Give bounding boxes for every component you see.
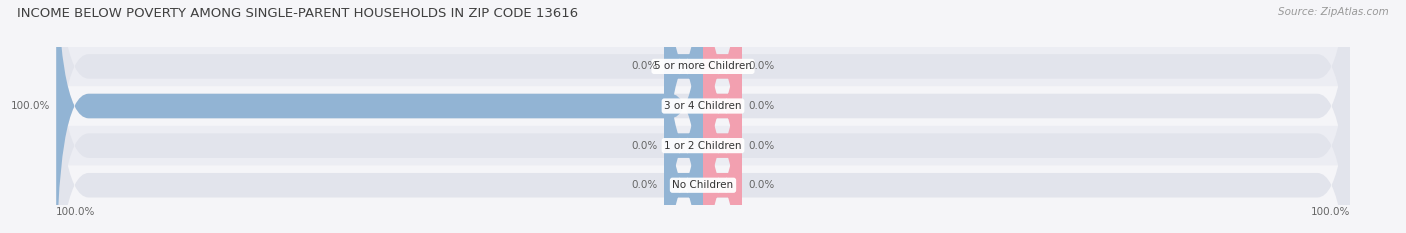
- FancyBboxPatch shape: [56, 0, 1350, 233]
- FancyBboxPatch shape: [664, 0, 703, 233]
- FancyBboxPatch shape: [56, 0, 1350, 233]
- Text: No Children: No Children: [672, 180, 734, 190]
- Text: 0.0%: 0.0%: [631, 62, 658, 71]
- Text: 100.0%: 100.0%: [56, 207, 96, 217]
- Text: Source: ZipAtlas.com: Source: ZipAtlas.com: [1278, 7, 1389, 17]
- FancyBboxPatch shape: [703, 0, 742, 233]
- Text: 3 or 4 Children: 3 or 4 Children: [664, 101, 742, 111]
- Text: 0.0%: 0.0%: [748, 141, 775, 151]
- FancyBboxPatch shape: [56, 126, 1350, 165]
- Text: 0.0%: 0.0%: [748, 101, 775, 111]
- Text: 0.0%: 0.0%: [631, 141, 658, 151]
- Text: 0.0%: 0.0%: [748, 62, 775, 71]
- Text: INCOME BELOW POVERTY AMONG SINGLE-PARENT HOUSEHOLDS IN ZIP CODE 13616: INCOME BELOW POVERTY AMONG SINGLE-PARENT…: [17, 7, 578, 20]
- FancyBboxPatch shape: [56, 0, 703, 233]
- FancyBboxPatch shape: [664, 0, 703, 233]
- Text: 0.0%: 0.0%: [748, 180, 775, 190]
- Text: 100.0%: 100.0%: [10, 101, 49, 111]
- Text: 5 or more Children: 5 or more Children: [654, 62, 752, 71]
- FancyBboxPatch shape: [703, 0, 742, 233]
- FancyBboxPatch shape: [703, 0, 742, 233]
- FancyBboxPatch shape: [56, 47, 1350, 86]
- Text: 0.0%: 0.0%: [631, 180, 658, 190]
- FancyBboxPatch shape: [664, 0, 703, 233]
- FancyBboxPatch shape: [703, 0, 742, 233]
- FancyBboxPatch shape: [56, 0, 1350, 233]
- Text: 100.0%: 100.0%: [1310, 207, 1350, 217]
- FancyBboxPatch shape: [56, 0, 1350, 233]
- Text: 1 or 2 Children: 1 or 2 Children: [664, 141, 742, 151]
